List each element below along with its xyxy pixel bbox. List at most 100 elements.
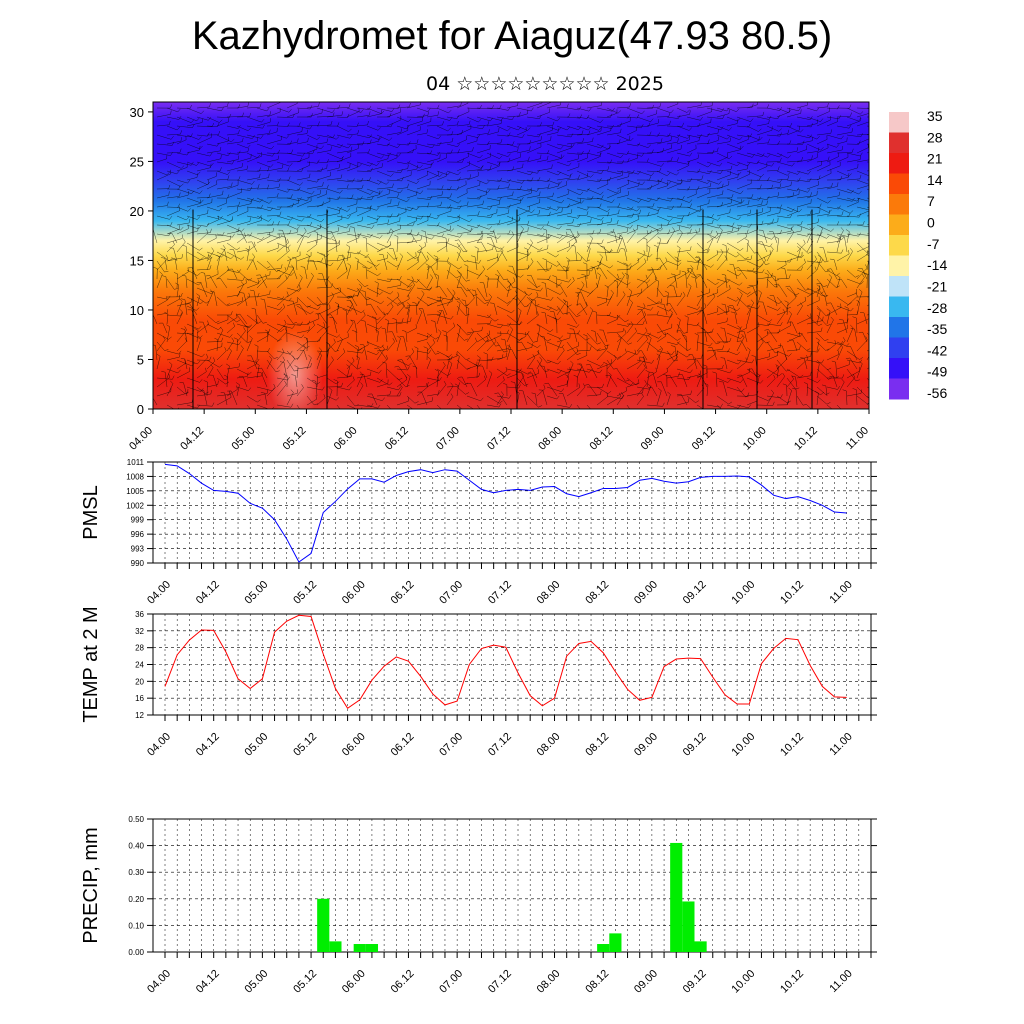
x-tick-label: 04.00 <box>145 731 173 759</box>
y-tick-label: 1002 <box>126 501 144 510</box>
x-tick-label: 06.00 <box>340 731 368 759</box>
y-tick-label: 28 <box>135 644 144 653</box>
y-tick-label: 25 <box>130 154 144 169</box>
colorbar-segment <box>889 132 909 154</box>
precip-bar <box>365 944 379 952</box>
colorbar-segment <box>889 235 909 256</box>
panel-frame <box>152 613 872 716</box>
x-tick-label: 04.12 <box>194 579 222 607</box>
precip-bar <box>329 941 342 952</box>
colorbar-segment <box>889 276 909 297</box>
precip-bar <box>597 944 610 952</box>
x-tick-label: 05.00 <box>243 579 271 607</box>
x-tick-label: 06.12 <box>389 579 417 607</box>
precip-bar <box>694 941 707 952</box>
y-tick-label: 0.40 <box>128 842 144 851</box>
colorbar-label: -49 <box>927 364 947 380</box>
x-tick-label: 10.12 <box>778 579 806 607</box>
x-tick-label: 08.00 <box>535 968 563 996</box>
x-tick-label: 06.00 <box>340 579 368 607</box>
x-tick-label: 08.00 <box>535 731 563 759</box>
y-tick-label: 36 <box>135 610 144 619</box>
colorbar-label: -28 <box>927 300 947 316</box>
pmsl-panel: 1011 1008 1005 1002 999 996 993 990 04.00 04.12 05… <box>80 458 877 607</box>
chart-title: Kazhydromet for Aiaguz(47.93 80.5) <box>191 14 833 58</box>
colorbar-label: -21 <box>927 278 947 294</box>
precip-bar <box>353 944 366 952</box>
x-tick-label: 09.12 <box>681 579 709 607</box>
x-tick-label: 08.12 <box>583 731 611 759</box>
x-tick-label: 07.12 <box>486 731 514 759</box>
colorbar-segment <box>889 173 909 195</box>
y-tick-label: 30 <box>130 105 144 120</box>
data-line <box>164 614 847 709</box>
temperature-cross-section: 0 5 10 15 20 25 30 04.00 04.12 05.00 05.12 06.00 06.… <box>127 101 947 453</box>
x-tick-label: 09.00 <box>632 731 660 759</box>
y-tick-label: 1005 <box>126 487 144 496</box>
x-tick-label: 10.00 <box>729 968 757 996</box>
y-axis-label: PMSL <box>80 485 102 539</box>
panel-frame <box>152 818 872 953</box>
y-tick-label: 993 <box>131 545 145 554</box>
y-tick-label: 0 <box>137 402 144 417</box>
wind-barb-field <box>153 102 869 409</box>
x-tick-label: 10.12 <box>778 731 806 759</box>
x-tick-label: 09.00 <box>632 579 660 607</box>
data-line <box>164 463 847 563</box>
y-tick-label: 24 <box>135 661 144 670</box>
x-tick-label: 05.12 <box>291 968 319 996</box>
y-tick-label: 990 <box>131 559 145 568</box>
temp-2m-panel: 36 32 28 24 20 16 12 04.00 04.12 05.00 05.12 06.00 0… <box>80 606 877 759</box>
colorbar-segment <box>889 296 909 318</box>
x-tick-label: 05.12 <box>291 579 319 607</box>
x-tick-label: 07.00 <box>437 731 465 759</box>
chart-subtitle: 04 ☆☆☆☆☆☆☆☆☆ 2025 <box>426 73 664 95</box>
x-tick-label: 06.12 <box>383 425 411 453</box>
x-tick-label: 04.00 <box>127 425 155 453</box>
x-tick-label: 09.12 <box>681 731 709 759</box>
y-tick-label: 32 <box>135 627 144 636</box>
x-tick-label: 04.12 <box>194 731 222 759</box>
y-tick-label: 0.10 <box>128 921 144 930</box>
temperature-field <box>153 102 869 409</box>
x-tick-label: 04.12 <box>194 968 222 996</box>
x-tick-label: 07.00 <box>434 425 462 453</box>
precip-bar <box>317 898 330 952</box>
x-tick-label: 05.00 <box>229 425 257 453</box>
colorbar-label: -7 <box>927 236 940 252</box>
x-tick-label: 10.12 <box>778 968 806 996</box>
precip-panel: 0.50 0.40 0.30 0.20 0.10 0.00 04.00 04.12 05.00 0… <box>80 815 877 996</box>
colorbar-label: -14 <box>927 257 947 273</box>
x-tick-label: 09.12 <box>681 968 709 996</box>
y-tick-label: 10 <box>130 303 144 318</box>
y-tick-label: 12 <box>135 711 144 720</box>
colorbar-segment <box>889 194 909 215</box>
y-tick-label: 20 <box>130 204 144 219</box>
colorbar-segment <box>889 255 909 277</box>
colorbar-segment <box>889 358 909 379</box>
x-tick-label: 05.00 <box>243 731 271 759</box>
y-axis-label: TEMP at 2 M <box>80 606 102 722</box>
y-tick-label: 0.50 <box>128 815 144 824</box>
colorbar-label: 28 <box>927 129 943 145</box>
x-tick-label: 11.00 <box>827 731 854 758</box>
y-tick-label: 5 <box>137 352 144 367</box>
y-tick-label: 1011 <box>127 458 145 467</box>
x-tick-label: 06.00 <box>332 425 360 453</box>
y-tick-label: 0.20 <box>128 895 144 904</box>
x-tick-label: 10.00 <box>741 425 769 453</box>
x-tick-label: 05.12 <box>291 731 319 759</box>
x-tick-label: 08.12 <box>583 579 611 607</box>
y-tick-label: 0.30 <box>128 868 144 877</box>
x-tick-label: 04.00 <box>145 968 173 996</box>
y-tick-label: 20 <box>135 677 144 686</box>
colorbar-label: 0 <box>927 215 935 231</box>
x-tick-label: 11.00 <box>844 425 871 452</box>
y-tick-label: 999 <box>131 516 145 525</box>
colorbar-segment <box>889 153 909 174</box>
x-tick-label: 06.12 <box>389 731 417 759</box>
colorbar-label: 14 <box>927 172 943 188</box>
x-tick-label: 08.12 <box>583 968 611 996</box>
colorbar-label: 21 <box>927 151 943 167</box>
